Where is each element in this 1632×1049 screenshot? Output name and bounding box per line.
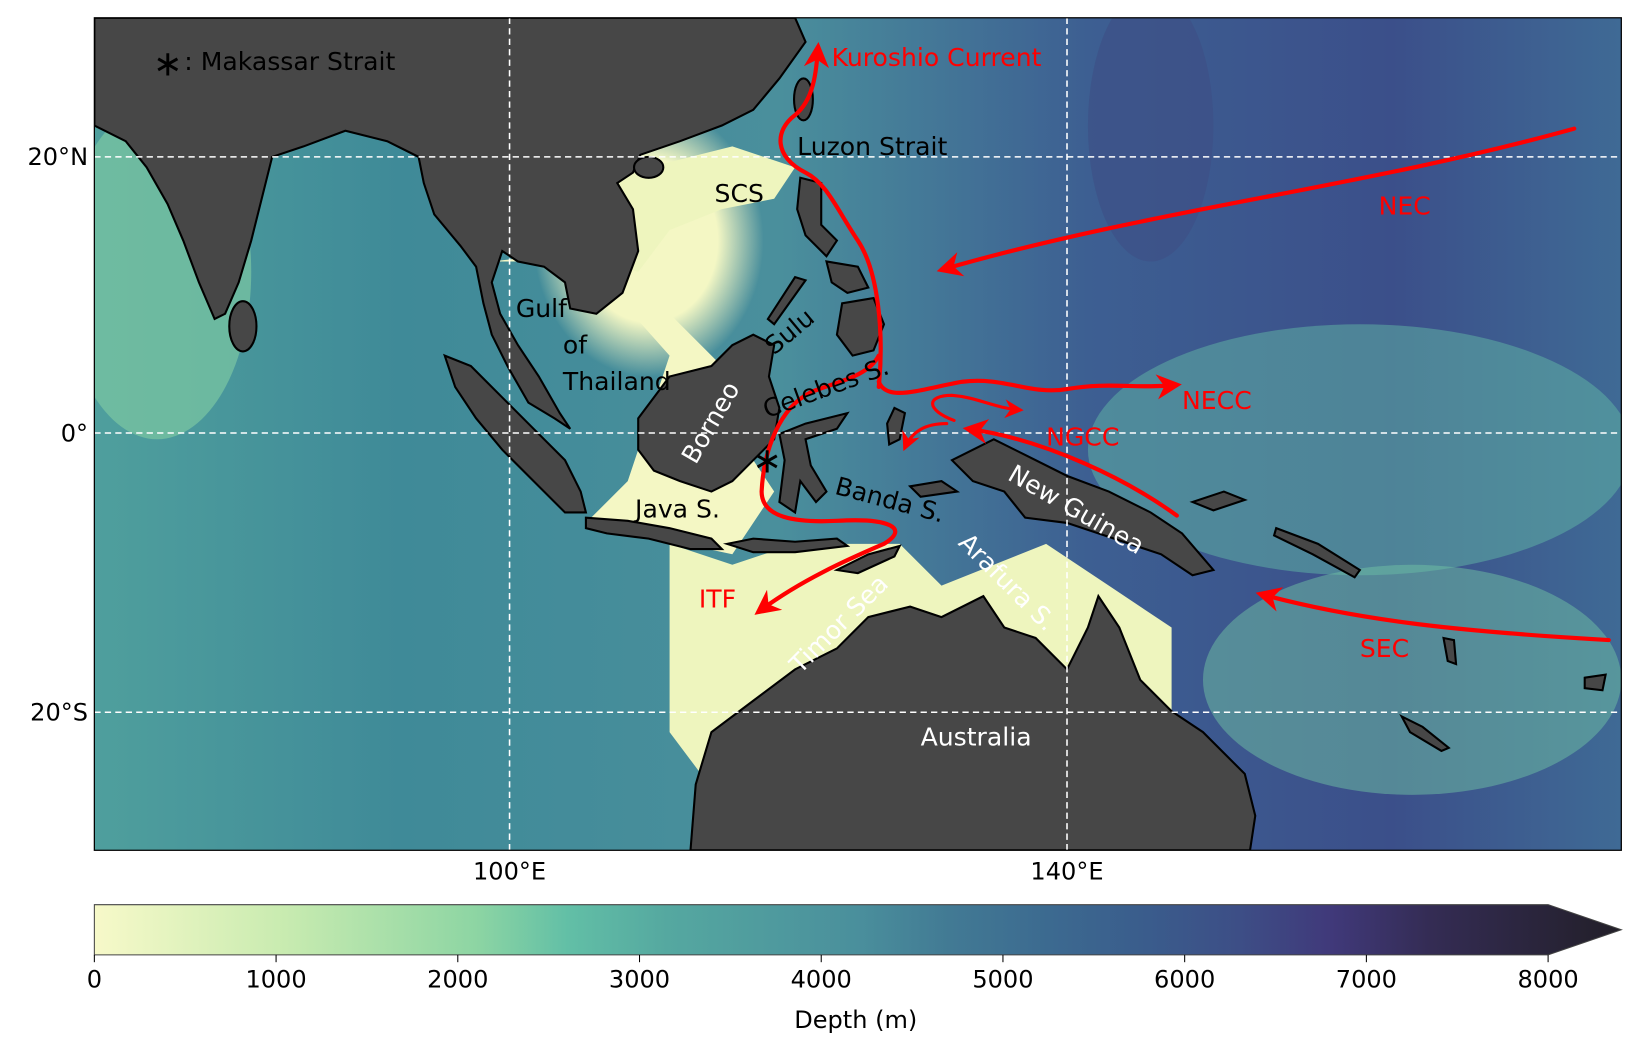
colorbar-tick-label: 5000 bbox=[972, 965, 1033, 993]
label-scs: SCS bbox=[715, 179, 764, 208]
asia-mainland bbox=[94, 17, 807, 430]
sec-arrow bbox=[1255, 587, 1611, 643]
halmahera bbox=[886, 406, 907, 447]
map-panel: ∗ ∗ : Makassar Strait Kuroshio Current L… bbox=[94, 17, 1622, 851]
palawan bbox=[766, 275, 808, 326]
solomon-islands bbox=[1272, 526, 1362, 579]
colorbar-tick-label: 4000 bbox=[791, 965, 852, 993]
colorbar-tick-label: 6000 bbox=[1154, 965, 1215, 993]
sumatra bbox=[443, 353, 588, 514]
new-caledonia bbox=[1399, 714, 1451, 753]
lat-tick-20n: 20°N bbox=[27, 143, 88, 171]
makassar-strait-marker: ∗ bbox=[752, 441, 782, 482]
label-nec: NEC bbox=[1379, 191, 1431, 220]
vanuatu bbox=[1442, 636, 1458, 666]
lat-tick-0: 0° bbox=[61, 419, 88, 447]
java bbox=[584, 516, 725, 551]
fiji bbox=[1583, 673, 1607, 692]
nec-arrow bbox=[936, 126, 1577, 277]
new-britain bbox=[1189, 490, 1248, 512]
lon-tick-100e: 100°E bbox=[473, 858, 546, 886]
ngcc-arrow bbox=[962, 419, 1179, 518]
legend-text: : Makassar Strait bbox=[184, 47, 395, 76]
colorbar-tick-label: 2000 bbox=[427, 965, 488, 993]
mindanao bbox=[835, 296, 886, 357]
colorbar-ticks: 0 1000 2000 3000 4000 5000 6000 7000 8000 bbox=[87, 954, 1579, 993]
itf-arrow bbox=[754, 353, 898, 615]
seram bbox=[907, 479, 961, 498]
borneo bbox=[637, 333, 781, 493]
colorbar-label: Depth (m) bbox=[794, 1006, 917, 1034]
sulawesi bbox=[778, 411, 850, 515]
label-ngcc: NGCC bbox=[1046, 423, 1119, 452]
colorbar: 0 1000 2000 3000 4000 5000 6000 7000 8000 Depth … bbox=[87, 904, 1623, 1034]
label-sec: SEC bbox=[1360, 634, 1409, 663]
lesser-sunda bbox=[722, 537, 851, 554]
ngcc-retroflection-arrow bbox=[931, 393, 1024, 423]
label-of: of bbox=[563, 331, 588, 360]
colorbar-tick-label: 3000 bbox=[609, 965, 670, 993]
label-kuroshio: Kuroshio Current bbox=[832, 43, 1042, 72]
colorbar-tick-label: 0 bbox=[87, 965, 102, 993]
timor bbox=[833, 544, 902, 575]
lon-tick-140e: 140°E bbox=[1030, 858, 1103, 886]
map-frame bbox=[93, 17, 1622, 851]
new-guinea bbox=[950, 438, 1216, 577]
luzon bbox=[796, 176, 839, 258]
colorbar-tick-label: 8000 bbox=[1518, 965, 1579, 993]
necc-arrow bbox=[876, 374, 1182, 400]
label-gulf: Gulf bbox=[516, 294, 568, 323]
label-australia: Australia bbox=[921, 723, 1032, 752]
label-thailand: Thailand bbox=[562, 367, 671, 396]
hainan bbox=[632, 155, 665, 179]
label-luzon-strait: Luzon Strait bbox=[797, 132, 947, 161]
label-java: Java S. bbox=[633, 495, 720, 524]
label-itf: ITF bbox=[699, 585, 736, 614]
label-necc: NECC bbox=[1182, 386, 1252, 415]
colorbar-tick-label: 7000 bbox=[1336, 965, 1397, 993]
colorbar-gradient bbox=[93, 904, 1623, 956]
gridlines bbox=[94, 17, 1622, 851]
legend-marker: ∗ bbox=[153, 43, 183, 84]
kuroshio-current-arrow bbox=[778, 42, 883, 390]
colorbar-tick-label: 1000 bbox=[245, 965, 306, 993]
ngcc-branch-arrow bbox=[902, 422, 949, 452]
visayas bbox=[825, 260, 870, 294]
lat-tick-20s: 20°S bbox=[30, 699, 88, 727]
sri-lanka bbox=[228, 300, 258, 353]
australia bbox=[689, 593, 1257, 851]
